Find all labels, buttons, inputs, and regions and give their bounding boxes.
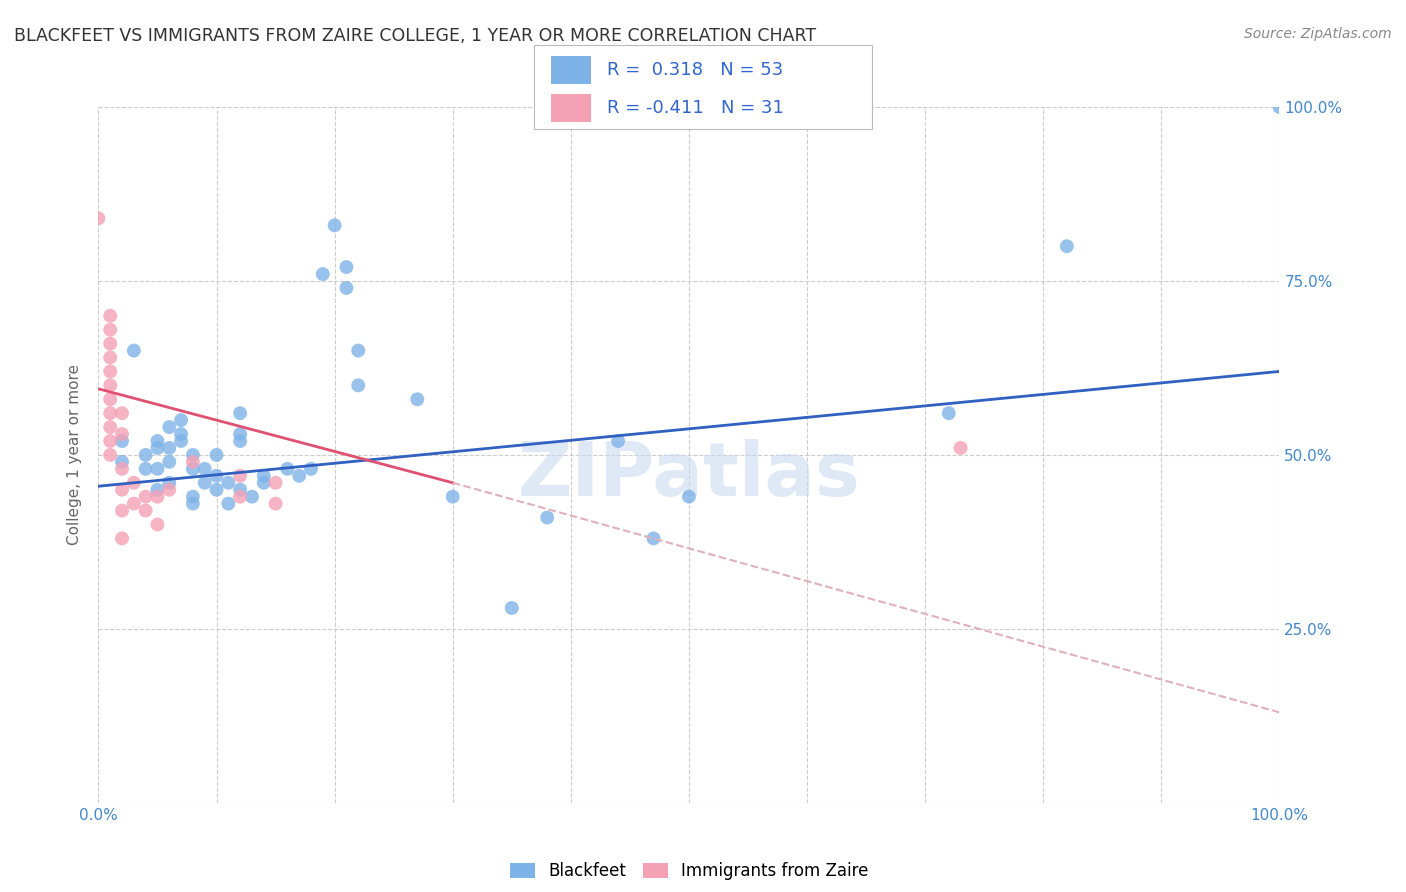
Point — [122, 475, 145, 490]
Point — [98, 336, 121, 351]
Point — [1268, 100, 1291, 114]
Point — [157, 455, 180, 469]
Point — [229, 483, 252, 497]
Point — [205, 448, 228, 462]
Legend: Blackfeet, Immigrants from Zaire: Blackfeet, Immigrants from Zaire — [505, 857, 873, 885]
Point — [253, 475, 276, 490]
Point — [181, 455, 204, 469]
Point — [157, 475, 180, 490]
Point — [87, 211, 110, 226]
Point — [276, 462, 298, 476]
Point — [157, 483, 180, 497]
Point — [98, 448, 121, 462]
Point — [229, 427, 252, 442]
Point — [264, 475, 287, 490]
Point — [98, 378, 121, 392]
Point — [229, 406, 252, 420]
Point — [111, 462, 134, 476]
Point — [111, 434, 134, 448]
Point — [323, 219, 346, 233]
Point — [111, 455, 134, 469]
Point — [678, 490, 700, 504]
Point — [98, 420, 121, 434]
Point — [312, 267, 335, 281]
Point — [122, 343, 145, 358]
Point — [98, 351, 121, 365]
Point — [607, 434, 630, 448]
Point — [181, 448, 204, 462]
Point — [146, 434, 169, 448]
Point — [98, 323, 121, 337]
Point — [146, 483, 169, 497]
Point — [217, 475, 239, 490]
Point — [205, 483, 228, 497]
Point — [347, 378, 370, 392]
Point — [335, 260, 357, 274]
Point — [98, 406, 121, 420]
Point — [441, 490, 464, 504]
Point — [98, 364, 121, 378]
Point — [240, 490, 263, 504]
Point — [170, 413, 193, 427]
Point — [98, 434, 121, 448]
Point — [229, 468, 252, 483]
Point — [194, 475, 217, 490]
Text: BLACKFEET VS IMMIGRANTS FROM ZAIRE COLLEGE, 1 YEAR OR MORE CORRELATION CHART: BLACKFEET VS IMMIGRANTS FROM ZAIRE COLLE… — [14, 27, 817, 45]
Text: ZIPatlas: ZIPatlas — [517, 439, 860, 512]
Point — [170, 434, 193, 448]
Point — [98, 392, 121, 407]
Point — [643, 532, 665, 546]
Point — [181, 490, 204, 504]
Point — [146, 441, 169, 455]
Point — [194, 462, 217, 476]
Point — [135, 490, 157, 504]
Point — [122, 497, 145, 511]
Point — [347, 343, 370, 358]
Point — [111, 427, 134, 442]
Point — [229, 490, 252, 504]
Point — [264, 497, 287, 511]
Point — [335, 281, 357, 295]
Y-axis label: College, 1 year or more: College, 1 year or more — [67, 365, 83, 545]
Point — [157, 420, 180, 434]
Point — [111, 483, 134, 497]
Point — [217, 497, 239, 511]
Point — [536, 510, 558, 524]
Point — [299, 462, 322, 476]
Point — [135, 503, 157, 517]
Point — [157, 441, 180, 455]
Point — [98, 309, 121, 323]
Point — [205, 468, 228, 483]
Point — [146, 462, 169, 476]
Point — [111, 532, 134, 546]
Point — [229, 434, 252, 448]
Point — [135, 448, 157, 462]
Point — [135, 462, 157, 476]
Point — [253, 468, 276, 483]
Point — [938, 406, 960, 420]
Point — [111, 406, 134, 420]
Point — [949, 441, 972, 455]
Point — [406, 392, 429, 407]
Point — [181, 462, 204, 476]
Point — [146, 517, 169, 532]
Point — [288, 468, 311, 483]
Point — [181, 497, 204, 511]
Text: Source: ZipAtlas.com: Source: ZipAtlas.com — [1244, 27, 1392, 41]
Text: R = -0.411   N = 31: R = -0.411 N = 31 — [607, 99, 785, 117]
Point — [501, 601, 523, 615]
Point — [1056, 239, 1078, 253]
Point — [170, 427, 193, 442]
Text: R =  0.318   N = 53: R = 0.318 N = 53 — [607, 61, 783, 79]
Point — [146, 490, 169, 504]
Point — [111, 503, 134, 517]
